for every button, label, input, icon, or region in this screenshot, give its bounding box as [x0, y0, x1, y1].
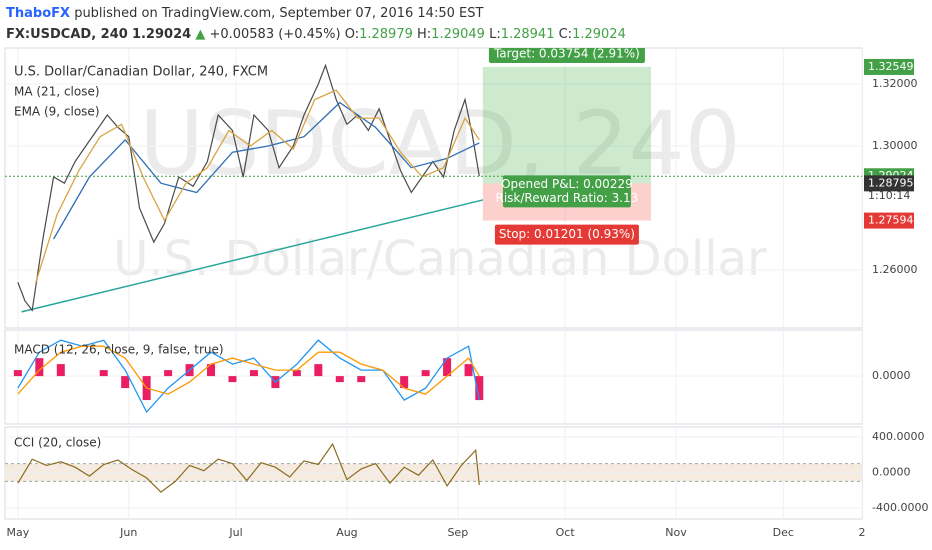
histogram-bar	[13, 370, 22, 377]
histogram-bar	[121, 376, 130, 389]
y-tick-label: 400.0000	[872, 430, 925, 443]
price-tag	[864, 175, 914, 192]
histogram-bar	[464, 364, 473, 377]
macd-plot	[5, 330, 862, 424]
x-tick-label: Oct	[556, 526, 576, 539]
x-tick-label: Dec	[773, 526, 794, 539]
stop-label-box	[494, 224, 639, 245]
watermark-name: U.S. Dollar/Canadian Dollar	[113, 231, 767, 287]
legend-entry: EMA (9, close)	[14, 105, 100, 119]
target-label: Target: 0.03754 (2.91%)	[493, 46, 640, 60]
histogram-bar	[228, 376, 237, 383]
price-tag	[864, 58, 914, 75]
ohlc-c: C:1.29024	[559, 27, 626, 42]
x-tick-label: May	[7, 526, 30, 539]
cci-line	[17, 442, 480, 493]
x-tick-label: Jul	[228, 526, 242, 539]
ohlc-h: H:1.29049	[417, 27, 485, 42]
macd-title: MACD (12, 26, close, 9, false, true)	[14, 343, 224, 357]
histogram-bar	[357, 376, 366, 383]
x-tick-label: Aug	[336, 526, 357, 539]
legend-entry: MA (21, close)	[14, 85, 100, 99]
change-arrow: ▲	[195, 27, 205, 42]
ohlc-value: 1.28941	[501, 27, 555, 42]
ohlc-o: O:1.28979	[345, 27, 413, 42]
y-tick-label: 0.0000	[872, 369, 911, 382]
price-tag-label: 1.27594	[868, 214, 914, 227]
stop-label: Stop: 0.01201 (0.93%)	[499, 227, 635, 241]
ohlc-label: H:	[417, 27, 431, 42]
publish-line: ThaboFX published on TradingView.com, Se…	[6, 6, 483, 21]
cci-title: CCI (20, close)	[14, 436, 101, 450]
main-title: U.S. Dollar/Canadian Dollar, 240, FXCM	[14, 65, 268, 80]
histogram-bar	[421, 370, 430, 377]
histogram-bar	[292, 370, 301, 377]
x-tick-label: Jun	[119, 526, 137, 539]
cci-plot	[5, 427, 862, 519]
histogram-bar	[56, 364, 65, 377]
macd-line	[17, 339, 480, 414]
change: +0.00583 (+0.45%)	[209, 27, 340, 42]
ma-line	[53, 101, 480, 240]
symbol-line: FX:USDCAD, 240 1.29024 ▲ +0.00583 (+0.45…	[6, 27, 626, 42]
published: published on TradingView.com, September …	[74, 6, 483, 21]
histogram-bar	[475, 376, 484, 401]
target-label-box	[488, 48, 645, 63]
ohlc-value: 1.28979	[359, 27, 413, 42]
ohlc-label: L:	[489, 27, 501, 42]
price-tag-label: 1.32549	[868, 60, 914, 73]
ma-line	[35, 89, 480, 283]
price-tag-label: 1.28795	[868, 176, 914, 189]
ohlc-label: O:	[345, 27, 359, 42]
histogram-bar	[207, 364, 216, 377]
ohlc-l: L:1.28941	[489, 27, 554, 42]
overlay: May Jun Jul Aug Sep Oct Nov Dec 2 1.32000 1.30000 1…	[7, 58, 928, 539]
histogram-bar	[335, 376, 344, 383]
ohlc-value: 1.29049	[431, 27, 485, 42]
histogram-bar	[99, 370, 108, 377]
histogram-bar	[400, 376, 409, 389]
author[interactable]: ThaboFX	[6, 6, 70, 21]
pnl-label: Opened P&L: 0.00229	[501, 177, 633, 191]
ohlc-value: 1.29024	[572, 27, 626, 42]
histogram-bar	[314, 364, 323, 377]
histogram-bar	[443, 358, 452, 377]
macd-line	[17, 345, 480, 395]
histogram-bar	[164, 370, 173, 377]
histogram-bar	[249, 370, 258, 377]
y-tick-label: 1.32000	[872, 77, 918, 90]
trend-line	[21, 199, 484, 313]
rr-label: Risk/Reward Ratio: 3.13	[496, 191, 639, 205]
symbol: FX:USDCAD, 240	[6, 27, 128, 42]
y-tick-label: -400.0000	[872, 501, 928, 514]
ohlc-label: C:	[559, 27, 572, 42]
target-zone	[482, 66, 651, 184]
y-tick-label: 0.0000	[872, 466, 911, 479]
y-tick-label: 1.26000	[872, 263, 918, 276]
x-tick-label: Sep	[447, 526, 468, 539]
histogram-bar	[35, 358, 44, 377]
pnl-box	[502, 175, 631, 208]
countdown: 1:10:14	[868, 189, 910, 202]
last-price: 1.29024	[132, 27, 191, 42]
x-tick-label: Nov	[665, 526, 687, 539]
y-tick-label: 1.30000	[872, 139, 918, 152]
price-tag	[864, 212, 914, 229]
watermark-symbol: USDCAD, 240	[139, 92, 740, 195]
price-line	[17, 63, 480, 312]
x-tick-label: 2	[859, 526, 866, 539]
